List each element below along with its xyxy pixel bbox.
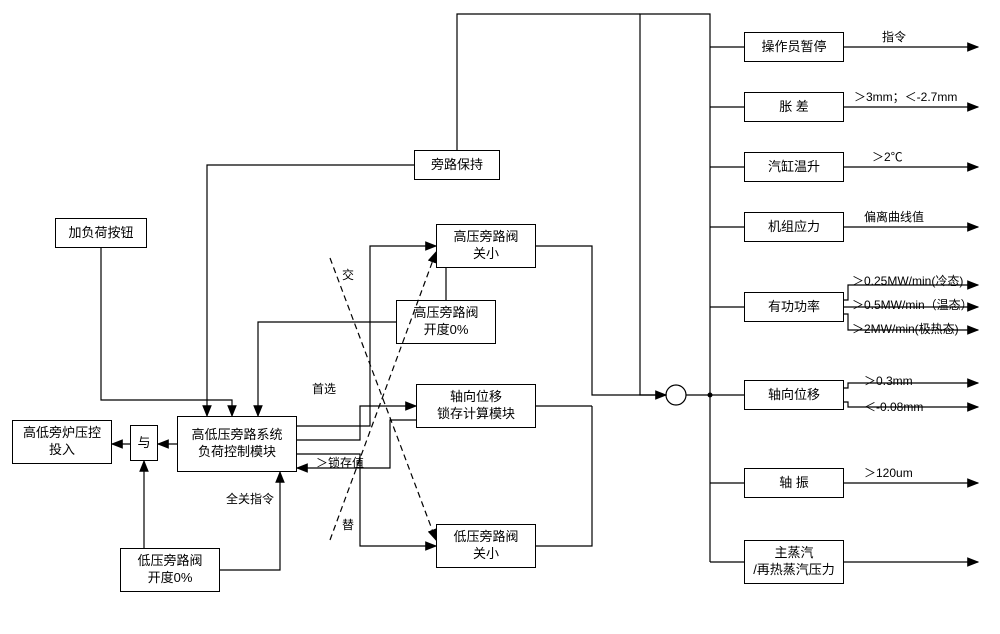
hp-valve-open0-box: 高压旁路阀 开度0% — [396, 300, 496, 344]
bypass-hold-box: 旁路保持 — [414, 150, 500, 180]
and-gate-box: 与 — [130, 425, 158, 461]
active-power-box: 有功功率 — [744, 292, 844, 322]
lp-valve-open0-label: 低压旁路阀 开度0% — [137, 553, 202, 587]
load-ctrl-module-box: 高低压旁路系统 负荷控制模块 — [177, 416, 297, 472]
hl-bypass-pressure-label: 高低旁炉压控 投入 — [23, 425, 101, 459]
out-cyl-temp-rise-label: ＞2℃ — [870, 148, 905, 165]
out-axial-disp-1-label: ＞0.3mm — [862, 372, 915, 389]
out-active-power-3-label: ＞2MW/min(极热态) — [850, 320, 961, 337]
and-gate-label: 与 — [137, 435, 150, 452]
out-operator-pause-label: 指令 — [880, 28, 908, 45]
hl-bypass-pressure-box: 高低旁炉压控 投入 — [12, 420, 112, 464]
shaft-vib-label: 轴 振 — [779, 475, 809, 492]
unit-stress-box: 机组应力 — [744, 212, 844, 242]
add-load-button-label: 加负荷按钮 — [68, 225, 133, 242]
close-all-label: 全关指令 — [224, 490, 276, 507]
lp-valve-open0-box: 低压旁路阀 开度0% — [120, 548, 220, 592]
alt-label: 替 — [340, 516, 356, 533]
expansion-diff-box: 胀 差 — [744, 92, 844, 122]
axial-disp-box: 轴向位移 — [744, 380, 844, 410]
main-steam-box: 主蒸汽 /再热蒸汽压力 — [744, 540, 844, 584]
axial-disp-label: 轴向位移 — [768, 387, 820, 404]
lp-valve-close-label: 低压旁路阀 关小 — [453, 529, 518, 563]
out-active-power-2-label: ＞0.5MW/min（温态） — [850, 296, 975, 313]
out-unit-stress-label: 偏离曲线值 — [862, 208, 926, 225]
load-ctrl-module-label: 高低压旁路系统 负荷控制模块 — [191, 427, 282, 461]
unit-stress-label: 机组应力 — [768, 219, 820, 236]
cross-label: 交 — [340, 266, 356, 283]
add-load-button-box: 加负荷按钮 — [55, 218, 147, 248]
shaft-vib-box: 轴 振 — [744, 468, 844, 498]
active-power-label: 有功功率 — [768, 299, 820, 316]
out-active-power-1-label: ＞0.25MW/min(冷态) — [850, 272, 965, 289]
cyl-temp-rise-box: 汽缸温升 — [744, 152, 844, 182]
main-steam-label: 主蒸汽 /再热蒸汽压力 — [753, 545, 835, 579]
hp-valve-open0-label: 高压旁路阀 开度0% — [413, 305, 478, 339]
lock-val-label: ＞锁存值 — [314, 454, 366, 471]
operator-pause-label: 操作员暂停 — [761, 39, 826, 56]
bypass-hold-label: 旁路保持 — [431, 157, 483, 174]
preferred-label: 首选 — [310, 380, 338, 397]
cyl-temp-rise-label: 汽缸温升 — [768, 159, 820, 176]
hp-valve-close-label: 高压旁路阀 关小 — [453, 229, 518, 263]
operator-pause-box: 操作员暂停 — [744, 32, 844, 62]
hp-valve-close-box: 高压旁路阀 关小 — [436, 224, 536, 268]
out-shaft-vib-label: ＞120um — [862, 464, 915, 481]
expansion-diff-label: 胀 差 — [779, 99, 809, 116]
out-axial-disp-2-label: ＜-0.08mm — [862, 398, 925, 415]
axial-lock-calc-box: 轴向位移 锁存计算模块 — [416, 384, 536, 428]
axial-lock-calc-label: 轴向位移 锁存计算模块 — [437, 389, 515, 423]
out-expansion-diff-label: ＞3mm；＜-2.7mm — [852, 88, 959, 105]
lp-valve-close-box: 低压旁路阀 关小 — [436, 524, 536, 568]
